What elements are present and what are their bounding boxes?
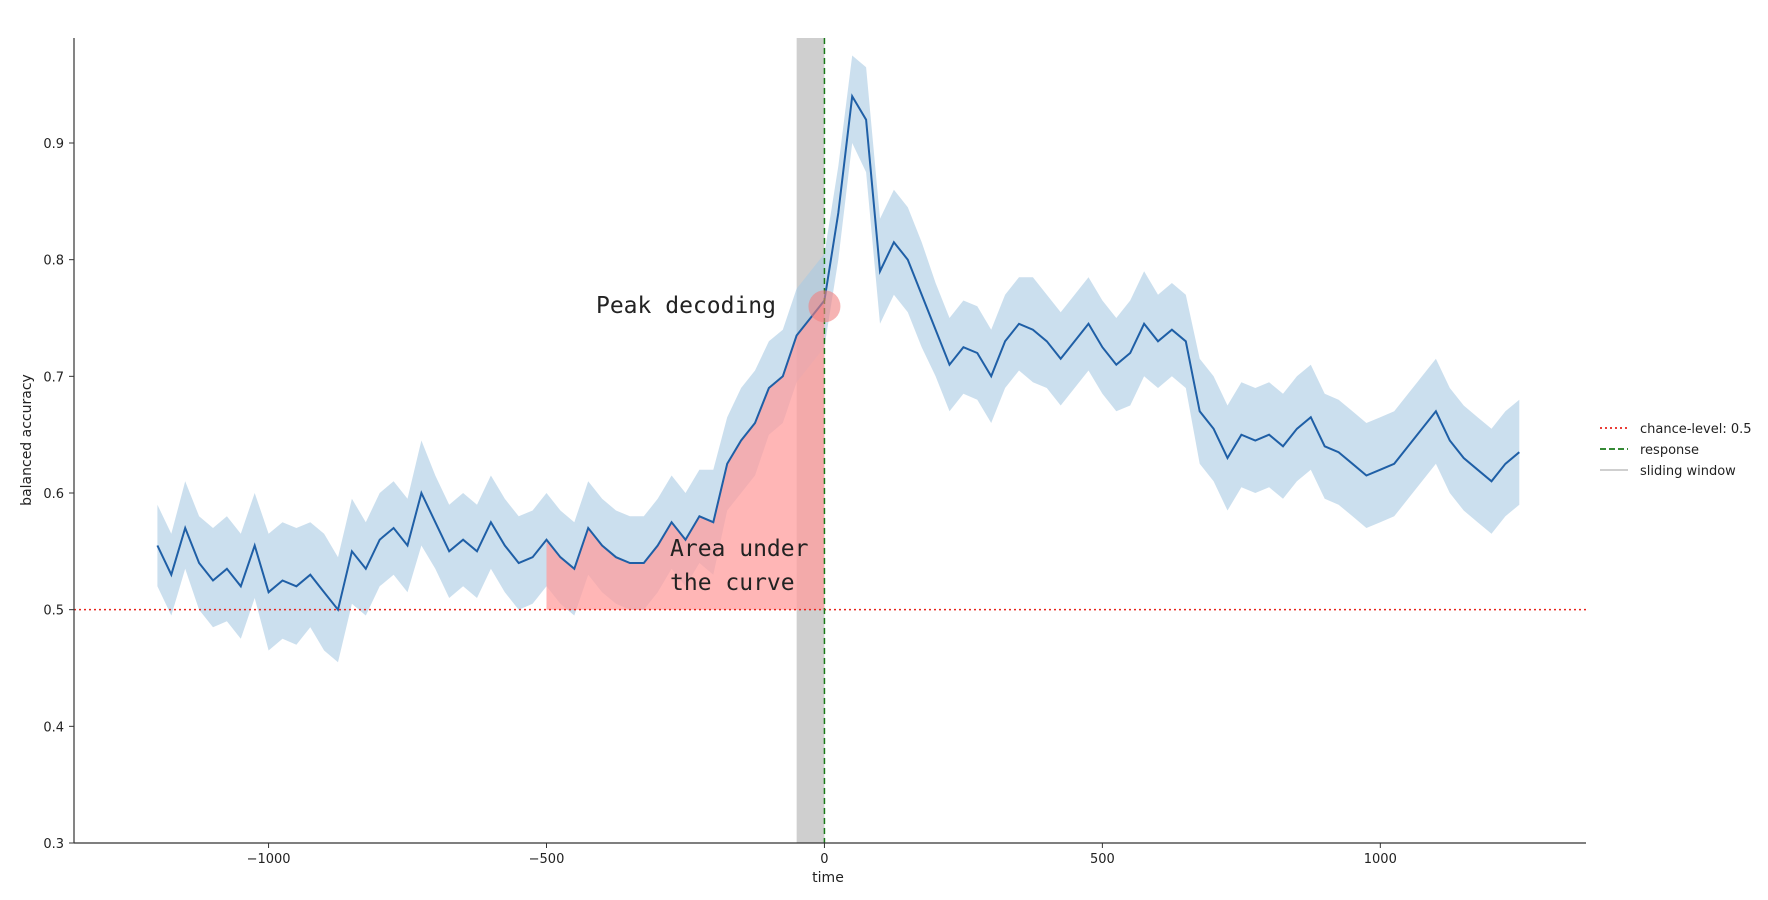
peak-decoding-label: Peak decoding [596, 293, 776, 319]
legend: chance-level: 0.5 response sliding window [1600, 422, 1752, 479]
accuracy-line-group [156, 93, 1520, 612]
reference-lines-group [74, 38, 1586, 843]
auc-label-line1: Area under [670, 536, 808, 562]
x-tick-label: 1000 [1364, 852, 1397, 867]
y-tick-label: 0.8 [43, 254, 64, 269]
y-tick-label: 0.3 [43, 837, 64, 852]
accuracy-line [156, 93, 1520, 612]
legend-label: response [1640, 443, 1699, 458]
axes-group: 0.3 0.4 0.5 0.6 0.7 0.8 0.9 −1000 −500 0 500 1000 [43, 38, 1586, 867]
x-axis-label: time [812, 870, 844, 886]
legend-label: sliding window [1640, 464, 1736, 479]
area-under-curve [546, 300, 825, 610]
legend-label: chance-level: 0.5 [1640, 422, 1752, 437]
y-tick-label: 0.6 [43, 487, 64, 502]
confidence-band-group [157, 55, 1520, 663]
annotations-group: Peak decoding Area under the curve [596, 293, 809, 596]
auc-label-line2: the curve [670, 570, 795, 596]
y-tick-label: 0.7 [43, 370, 64, 385]
y-tick-label: 0.5 [43, 604, 64, 619]
x-tick-label: −1000 [247, 852, 291, 867]
peak-marker [808, 290, 841, 323]
y-tick-label: 0.9 [43, 137, 64, 152]
x-tick-label: −500 [529, 852, 565, 867]
y-axis-label: balanced accuracy [19, 374, 35, 506]
y-tick-label: 0.4 [43, 720, 64, 735]
x-tick-label: 0 [820, 852, 828, 867]
confidence-band [157, 55, 1520, 663]
area-under-curve-group [546, 300, 825, 610]
x-tick-label: 500 [1090, 852, 1115, 867]
